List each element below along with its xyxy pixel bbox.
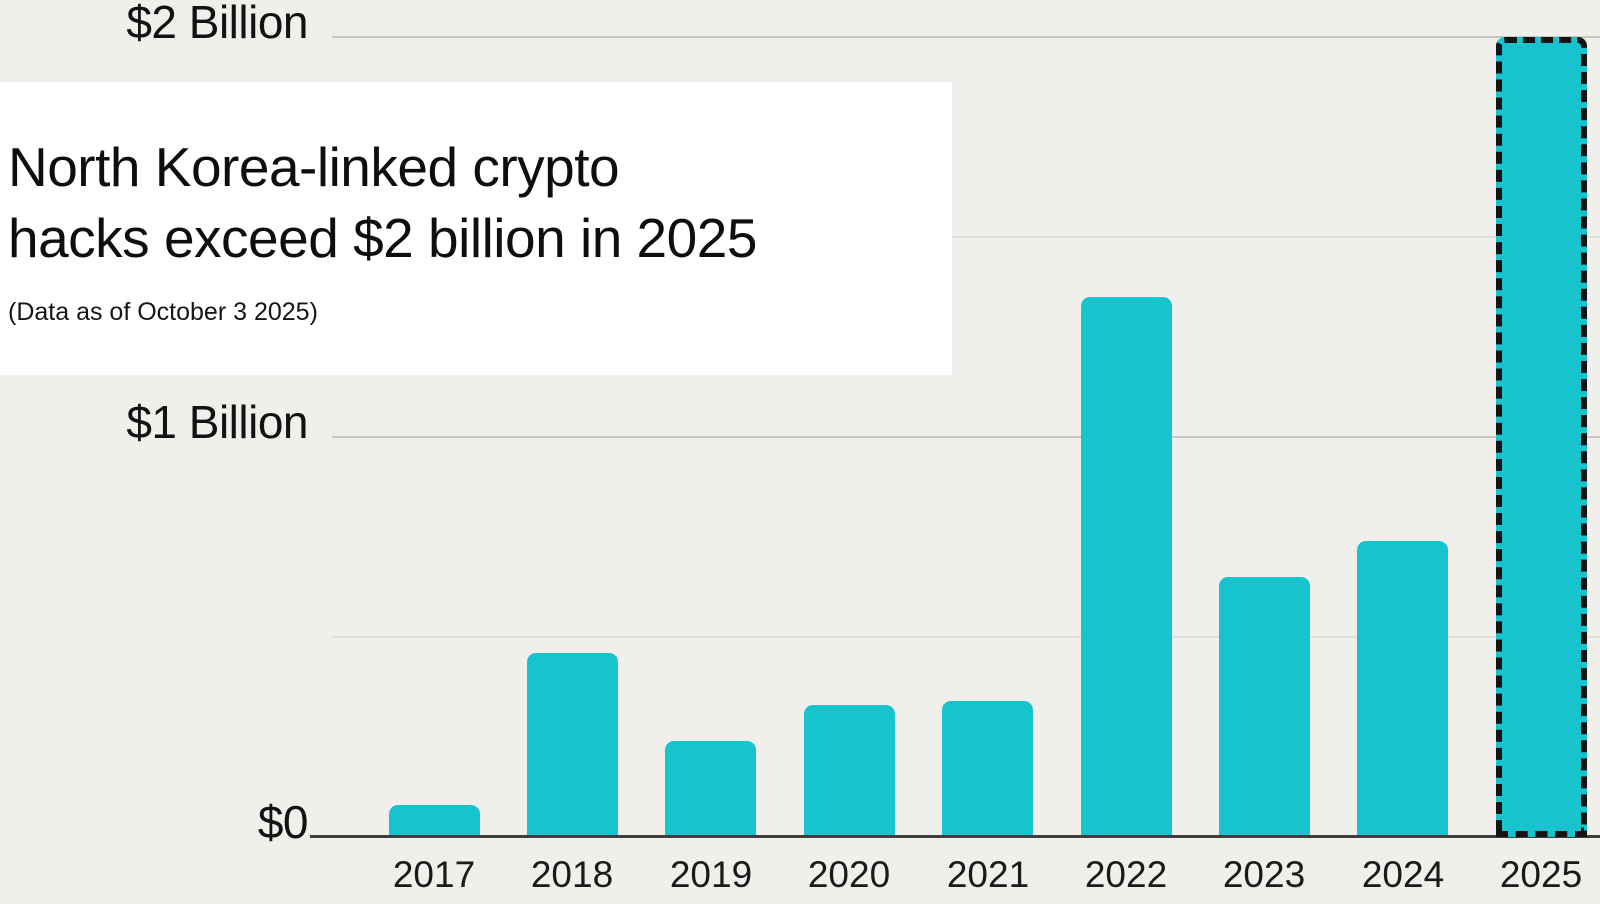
x-tick-label-2017: 2017: [392, 854, 476, 895]
y-tick-label-0b: $0: [257, 796, 309, 848]
y-tick-label-1b: $1 Billion: [126, 396, 308, 448]
bar-2021: [942, 701, 1033, 837]
gridline-minor-0.5b: [332, 636, 1600, 638]
bar-2025: [1496, 37, 1587, 837]
gridline-minor-1.5b: [332, 236, 1600, 238]
chart-title-line-2: hacks exceed $2 billion in 2025: [8, 207, 757, 269]
bar-2023: [1219, 577, 1310, 837]
gridline-1b: [332, 436, 1600, 438]
bar-2020: [804, 705, 895, 837]
chart-title-line-1: North Korea-linked crypto: [8, 136, 620, 198]
x-tick-label-2023: 2023: [1222, 854, 1306, 895]
x-tick-label-2025: 2025: [1499, 854, 1583, 895]
x-tick-label-2020: 2020: [807, 854, 891, 895]
x-tick-label-2018: 2018: [530, 854, 614, 895]
chart-subtitle: (Data as of October 3 2025): [8, 298, 318, 326]
bar-2022: [1081, 297, 1172, 837]
x-tick-label-2024: 2024: [1361, 854, 1445, 895]
title-card: North Korea-linked crypto hacks exceed $…: [0, 82, 952, 375]
x-tick-label-2019: 2019: [669, 854, 753, 895]
y-tick-label-2b: $2 Billion: [126, 0, 308, 48]
bar-2019: [665, 741, 756, 837]
gridline-2b: [332, 36, 1600, 38]
x-tick-label-2021: 2021: [946, 854, 1030, 895]
bar-2024: [1357, 541, 1448, 837]
x-axis-line: [310, 835, 1600, 838]
bar-2018: [527, 653, 618, 837]
x-tick-label-2022: 2022: [1084, 854, 1168, 895]
chart-title: North Korea-linked crypto hacks exceed $…: [8, 132, 952, 274]
bar-2017: [389, 805, 480, 837]
